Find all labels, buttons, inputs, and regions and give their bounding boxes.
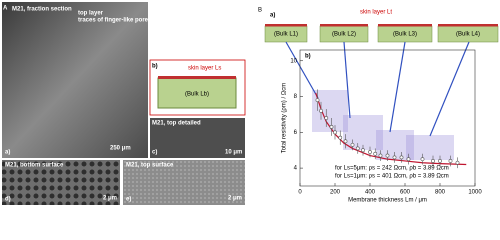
bulk-label: (Bulk Lb) (185, 92, 209, 98)
x-tick-label: 600 (400, 190, 411, 196)
y-tick-label: 4 (294, 166, 298, 172)
image-tag: a) (5, 150, 10, 156)
plot-frame (299, 49, 476, 187)
point (350, 142, 355, 147)
image-title: M21, bottom surface (5, 163, 64, 169)
skin-layer (438, 24, 498, 27)
sub-label: a) (270, 13, 275, 19)
skin-layer (378, 24, 432, 27)
image-tag: b) (152, 64, 158, 70)
scale-bar: 2 μm (228, 196, 242, 202)
figure: A M21, fraction section top layer traces… (2, 2, 499, 205)
point (392, 155, 397, 160)
point (431, 159, 435, 163)
scale-bar: 2 μm (103, 196, 117, 202)
scale-bar: 250 μm (110, 146, 131, 152)
x-axis-label: Membrane thickness Lm / μm (348, 198, 427, 204)
annotation: traces of finger-like pores (78, 18, 152, 24)
skin-layer (320, 24, 368, 27)
y-tick-label: 8 (294, 94, 298, 100)
point (455, 160, 460, 165)
x-tick-label: 400 (365, 190, 376, 196)
sem-image-a (2, 2, 148, 158)
point (338, 135, 343, 140)
point (438, 159, 442, 163)
annotation: for Ls=5μm: ρs = 242 Ωcm, ρb = 3.89 Ωcm (335, 166, 449, 172)
x-tick-label: 200 (330, 190, 341, 196)
point (399, 155, 404, 160)
point (355, 146, 360, 151)
panel-label: B (258, 8, 262, 14)
arrow (285, 41, 470, 137)
point (343, 139, 348, 144)
sem-image-c (150, 118, 245, 158)
point (378, 153, 383, 158)
point (373, 151, 378, 156)
y-tick-label: 6 (294, 130, 298, 136)
x-tick-label: 1000 (468, 190, 482, 196)
bulk-box (157, 77, 237, 109)
image-tag: c) (152, 150, 157, 156)
image-title: M21, top detailed (152, 121, 201, 127)
scale-bar: 10 μm (225, 150, 242, 156)
y-tick-label: 10 (290, 58, 297, 64)
point (315, 98, 320, 103)
point (361, 148, 365, 153)
point (385, 153, 390, 158)
y-axis-label: Total resistivity (ρm) / Ωcm (282, 83, 288, 154)
sub-label: b) (305, 54, 311, 60)
annotation: skin layer Lt (360, 10, 392, 16)
annotation: for Ls=1μm: ρs = 401 Ωcm, ρb = 3.89 Ωcm (335, 174, 449, 180)
skin-layer (158, 76, 236, 79)
point (368, 150, 372, 154)
image-tag: d) (5, 197, 11, 203)
point (448, 159, 453, 163)
highlight (312, 90, 454, 160)
bulk-label: (Bulk L1) (274, 32, 298, 38)
annotation: skin layer Ls (188, 66, 221, 72)
skin-layer (265, 24, 307, 27)
sem-image-d (2, 160, 120, 205)
image-title: M21, fraction section (12, 7, 72, 13)
x-tick-label: 0 (298, 190, 302, 196)
bulk-label: (Bulk L2) (332, 32, 356, 38)
panel-label: A (3, 6, 8, 12)
point (329, 125, 334, 129)
x-tick-label: 800 (435, 190, 446, 196)
sem-image-e (123, 160, 245, 205)
image-title: M21, top surface (126, 163, 174, 169)
bulk-label: (Bulk L4) (456, 32, 480, 38)
annotation: top layer (78, 11, 104, 17)
bulk-label: (Bulk L3) (393, 32, 417, 38)
point (319, 108, 323, 113)
point (324, 116, 329, 120)
image-tag: e) (126, 197, 131, 203)
point (333, 130, 337, 135)
point (420, 157, 425, 162)
point (406, 157, 411, 162)
